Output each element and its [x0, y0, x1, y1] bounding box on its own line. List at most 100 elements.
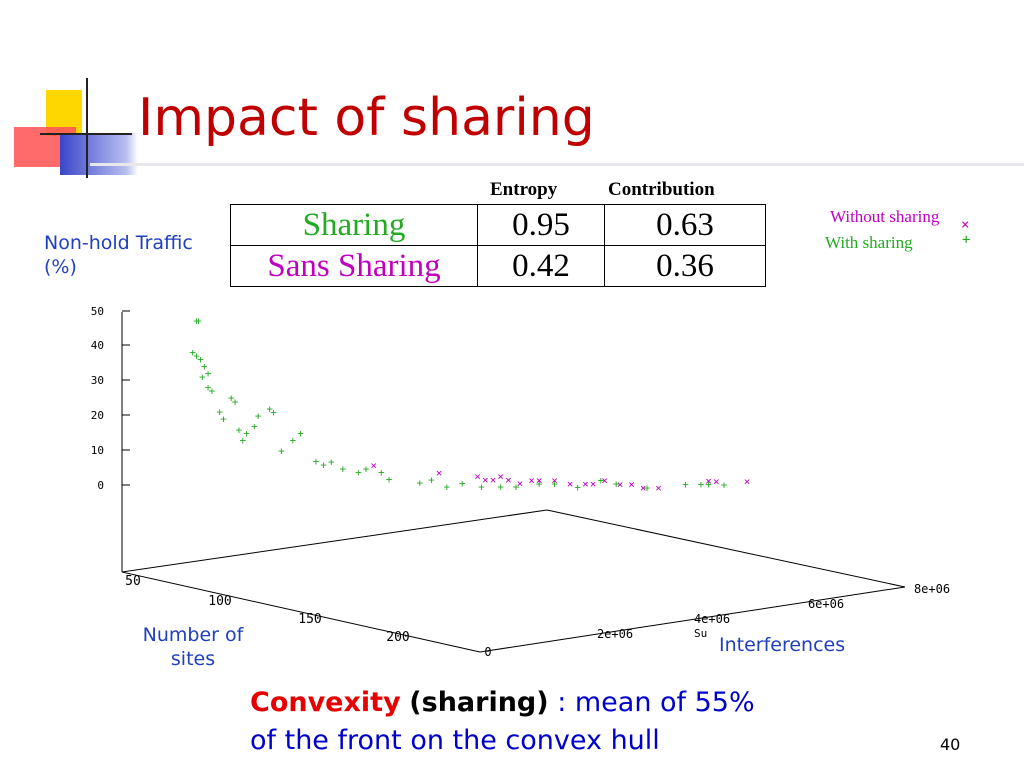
- y-tick-label: 200: [386, 630, 409, 645]
- without-sharing-point: ×: [370, 459, 377, 472]
- without-sharing-point: ×: [713, 475, 720, 488]
- z-axis-title: Non-hold Traffic (%): [44, 232, 193, 278]
- footer-text: Convexity (sharing) : mean of 55% of the…: [250, 684, 755, 760]
- x-axis-line: [479, 586, 906, 653]
- contribution-value: 0.63: [604, 204, 766, 246]
- without-sharing-point: ×: [655, 481, 662, 494]
- without-sharing-point: ×: [551, 474, 558, 487]
- with-sharing-point: +: [243, 427, 250, 440]
- with-sharing-point: +: [197, 353, 204, 366]
- with-sharing-point: +: [417, 477, 424, 490]
- with-sharing-point: +: [613, 478, 620, 491]
- entropy-value: 0.42: [477, 245, 605, 287]
- table-header-entropy: Entropy: [490, 179, 558, 200]
- with-sharing-point: +: [682, 478, 689, 491]
- without-sharing-point: ×: [474, 470, 481, 483]
- with-sharing-point: +: [251, 420, 258, 433]
- table-row: Sans Sharing 0.42 0.36: [230, 245, 766, 287]
- without-sharing-point: ×: [497, 470, 504, 483]
- plot-axes: [121, 312, 906, 653]
- accent-blue-bar: [60, 133, 138, 175]
- row-label-sharing: Sharing: [230, 204, 478, 246]
- z-tick-label: 10: [91, 444, 104, 457]
- with-sharing-point: +: [313, 455, 320, 468]
- table-header-contribution: Contribution: [608, 179, 715, 200]
- without-sharing-point: ×: [601, 474, 608, 487]
- with-sharing-point: +: [220, 413, 227, 426]
- with-sharing-point: +: [239, 434, 246, 447]
- with-sharing-point: +: [551, 477, 558, 490]
- plot-ticks: 0 10 20 30 40 50 50 100 150 200 0 2e+06 4e+06 6e+06 8e…: [91, 305, 950, 659]
- with-sharing-point: +: [193, 315, 200, 328]
- y-tick-label: 50: [125, 574, 141, 589]
- with-sharing-point: +: [378, 466, 385, 479]
- legend-plus-marker-icon: +: [962, 232, 971, 248]
- without-sharing-point: ×: [628, 478, 635, 491]
- with-sharing-point: +: [443, 480, 450, 493]
- with-sharing-point: +: [536, 477, 543, 490]
- y-tick-label: 150: [298, 612, 321, 627]
- footer-sharing: (sharing): [409, 687, 549, 718]
- with-sharing-point: +: [459, 477, 466, 490]
- x-tick-label: 2e+06: [597, 627, 633, 641]
- with-sharing-point: +: [199, 371, 206, 384]
- with-sharing-point: +: [201, 360, 208, 373]
- accent-horizontal-line: [40, 133, 132, 135]
- y-tick-label: 100: [208, 594, 231, 609]
- with-sharing-point: +: [597, 474, 604, 487]
- with-sharing-point: +: [289, 434, 296, 447]
- with-sharing-point: +: [255, 409, 262, 422]
- slide-title: Impact of sharing: [138, 88, 595, 148]
- with-sharing-point: +: [205, 367, 212, 380]
- without-sharing-point: ×: [640, 481, 647, 494]
- with-sharing-point: +: [193, 350, 200, 363]
- footer-rest: : mean of 55%: [557, 687, 755, 718]
- without-sharing-point: ×: [617, 478, 624, 491]
- with-sharing-point: +: [644, 481, 651, 494]
- legend-without-sharing: Without sharing: [830, 207, 940, 226]
- with-sharing-point: +: [278, 445, 285, 458]
- footer-line2: of the front on the convex hull: [250, 724, 660, 756]
- without-sharing-point: ×: [536, 474, 543, 487]
- with-sharing-point: +: [574, 481, 581, 494]
- stats-table: Sharing 0.95 0.63 Sans Sharing 0.42 0.36: [230, 204, 766, 287]
- without-sharing-point: ×: [517, 477, 524, 490]
- without-sharing-point: ×: [528, 474, 535, 487]
- with-sharing-point: +: [497, 481, 504, 494]
- without-sharing-point: ×: [582, 478, 589, 491]
- x-tick-label: 4e+06: [694, 612, 730, 626]
- with-sharing-point: +: [428, 473, 435, 486]
- without-sharing-point: ×: [482, 474, 489, 487]
- footer-convexity: Convexity: [250, 687, 401, 718]
- without-sharing-point: ×: [705, 475, 712, 488]
- z-tick-label: 40: [91, 339, 104, 352]
- table-row: Sharing 0.95 0.63: [230, 204, 766, 246]
- with-sharing-point: +: [209, 385, 216, 398]
- with-sharing-point: +: [355, 466, 362, 479]
- with-sharing-point: +: [328, 455, 335, 468]
- with-sharing-point: +: [236, 423, 243, 436]
- with-sharing-point: +: [195, 315, 202, 328]
- with-sharing-point: +: [721, 478, 728, 491]
- plot-marks: +++++++ ++++++++++++++++++ + ++ + + ++ + ++ + + + + +…: [189, 315, 750, 495]
- with-sharing-point: +: [266, 402, 273, 415]
- y-axis-line: [121, 571, 481, 653]
- y-axis-title: Number of sites: [142, 624, 244, 670]
- legend-x-marker-icon: ×: [961, 217, 970, 233]
- with-sharing-point: +: [340, 462, 347, 475]
- x-axis-title: Interferences: [719, 634, 846, 656]
- accent-vertical-line: [86, 78, 88, 178]
- z-tick-label: 50: [91, 305, 104, 318]
- contribution-value: 0.36: [604, 245, 766, 287]
- with-sharing-point: +: [386, 473, 393, 486]
- with-sharing-point: +: [320, 459, 327, 472]
- back-axis-line-left: [121, 509, 548, 573]
- x-tick-label: 0: [484, 645, 491, 659]
- with-sharing-point: +: [232, 395, 239, 408]
- with-sharing-point: +: [270, 406, 277, 419]
- page-number: 40: [940, 735, 961, 754]
- without-sharing-point: ×: [567, 478, 574, 491]
- with-sharing-point: +: [513, 481, 520, 494]
- without-sharing-point: ×: [490, 474, 497, 487]
